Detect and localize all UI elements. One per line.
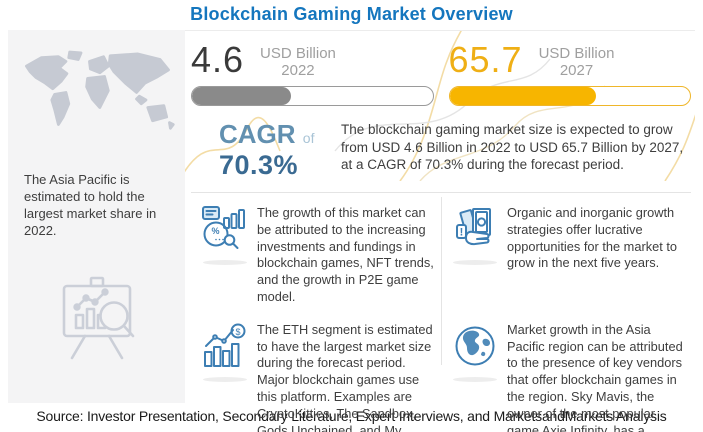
svg-text:$: $ xyxy=(236,327,241,337)
market-size-2022-value: 4.6 xyxy=(191,39,245,80)
progress-bar-2027 xyxy=(448,86,691,106)
cagr-block: CAGR of 70.3% xyxy=(219,121,341,179)
market-size-2027-year: 2027 xyxy=(559,62,594,79)
icon-shadow xyxy=(203,376,247,382)
stat-2022: 4.6 USD Billion 2022 xyxy=(191,41,434,106)
insight-growth-drivers: % The growth of this market can b xyxy=(191,193,441,310)
horizontal-divider xyxy=(191,192,691,193)
page-title: Blockchain Gaming Market Overview xyxy=(190,4,513,24)
svg-text:!: ! xyxy=(460,227,464,239)
globe-icon xyxy=(451,326,499,374)
cagr-of: of xyxy=(302,130,315,146)
source-line: Source: Investor Presentation, Secondary… xyxy=(36,408,667,424)
icon-shadow xyxy=(453,260,497,265)
cagr-value: 70.3% xyxy=(219,150,299,180)
insight-asia-pacific: Market growth in the Asia Pacific region… xyxy=(441,310,691,432)
insight-growth-opportunities: ! Organic and inorganic growth strategie… xyxy=(441,193,691,310)
insight-text: Organic and inorganic growth strategies … xyxy=(507,205,678,271)
market-size-2027-unit: USD Billion xyxy=(538,45,615,62)
presentation-chart-magnifier-icon xyxy=(45,265,149,370)
stat-2027: 65.7 USD Billion 2027 xyxy=(448,39,691,106)
insight-text: The ETH segment is estimated to have the… xyxy=(257,321,433,432)
icon-shadow xyxy=(453,376,497,382)
cagr-section: CAGR of 70.3% The blockchain gaming mark… xyxy=(191,121,691,179)
market-size-stats: 4.6 USD Billion 2022 65.7 xyxy=(191,41,691,106)
world-map-icon xyxy=(17,44,177,145)
cagr-label: CAGR xyxy=(219,119,296,149)
bar-chart-dollar-icon: $ xyxy=(201,323,249,374)
content-area: The Asia Pacific is estimated to hold th… xyxy=(0,30,703,432)
vertical-divider xyxy=(441,197,442,365)
money-hand-icon: ! xyxy=(451,208,499,257)
svg-text:%: % xyxy=(212,226,220,236)
insight-text: The growth of this market can be attribu… xyxy=(257,205,434,304)
market-size-2022-year: 2022 xyxy=(281,62,315,79)
progress-fill-2027 xyxy=(449,87,597,105)
market-size-2022-unit: USD Billion xyxy=(260,45,336,62)
investment-analysis-icon: % xyxy=(201,206,249,257)
market-summary-text: The blockchain gaming market size is exp… xyxy=(341,122,684,172)
insights-grid: % The growth of this market can b xyxy=(191,193,691,432)
progress-fill-2022 xyxy=(192,87,291,105)
icon-shadow xyxy=(203,260,247,265)
insight-text: Market growth in the Asia Pacific region… xyxy=(507,321,683,432)
insight-eth-segment: $ xyxy=(191,310,441,432)
market-size-2027-value: 65.7 xyxy=(448,39,523,80)
sidebar-asia-pacific: The Asia Pacific is estimated to hold th… xyxy=(8,30,185,403)
sidebar-note: The Asia Pacific is estimated to hold th… xyxy=(24,172,157,238)
progress-bar-2022 xyxy=(191,86,434,106)
main-panel: 4.6 USD Billion 2022 65.7 xyxy=(185,30,695,432)
